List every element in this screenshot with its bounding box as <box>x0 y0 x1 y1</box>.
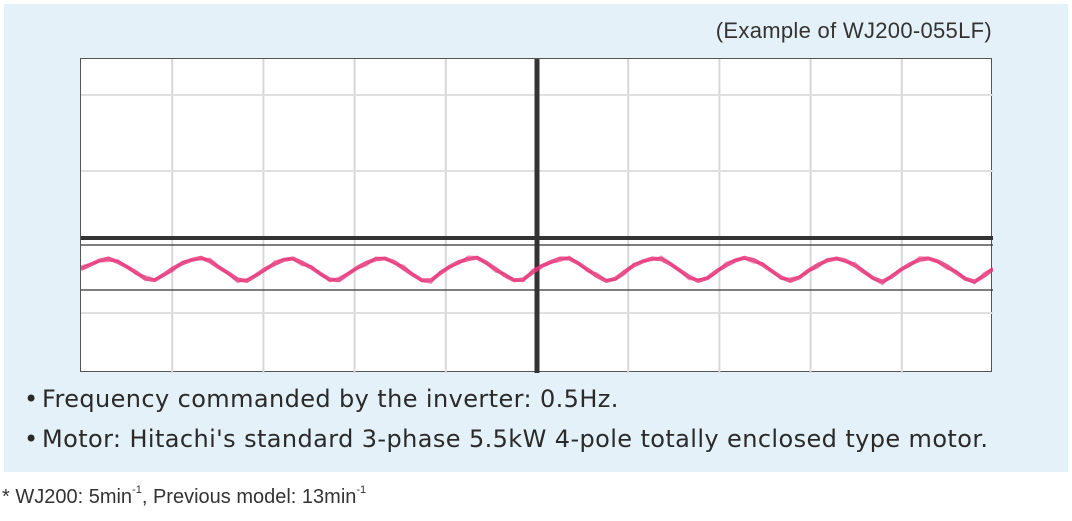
footnote: * WJ200: 5min-1, Previous model: 13min-1 <box>2 484 366 509</box>
footnote-exponent-1: -1 <box>132 484 142 496</box>
bullet-motor-text: Motor: Hitachi's standard 3-phase 5.5kW … <box>42 425 989 453</box>
footnote-exponent-2: -1 <box>356 484 367 496</box>
series-layer <box>81 255 993 286</box>
bullet-dot: • <box>24 385 39 413</box>
axis-layer <box>81 59 993 373</box>
footnote-prefix: * WJ200: 5min <box>2 486 133 508</box>
example-label: (Example of WJ200-055LF) <box>715 18 992 43</box>
bullet-list: • Frequency commanded by the inverter: 0.… <box>24 379 988 459</box>
bullet-motor: • Motor: Hitachi's standard 3-phase 5.5kW… <box>24 419 988 459</box>
series-noise-0 <box>81 255 993 286</box>
bullet-frequency-text: Frequency commanded by the inverter: 0.5… <box>42 385 619 413</box>
bullet-dot: • <box>24 425 39 453</box>
waveform-svg <box>81 59 993 373</box>
figure-panel: (Example of WJ200-055LF) • Frequency comm… <box>4 4 1068 472</box>
waveform-plot <box>80 58 993 373</box>
footnote-middle: , Previous model: 13min <box>141 486 357 508</box>
bullet-frequency: • Frequency commanded by the inverter: 0.… <box>24 379 988 419</box>
